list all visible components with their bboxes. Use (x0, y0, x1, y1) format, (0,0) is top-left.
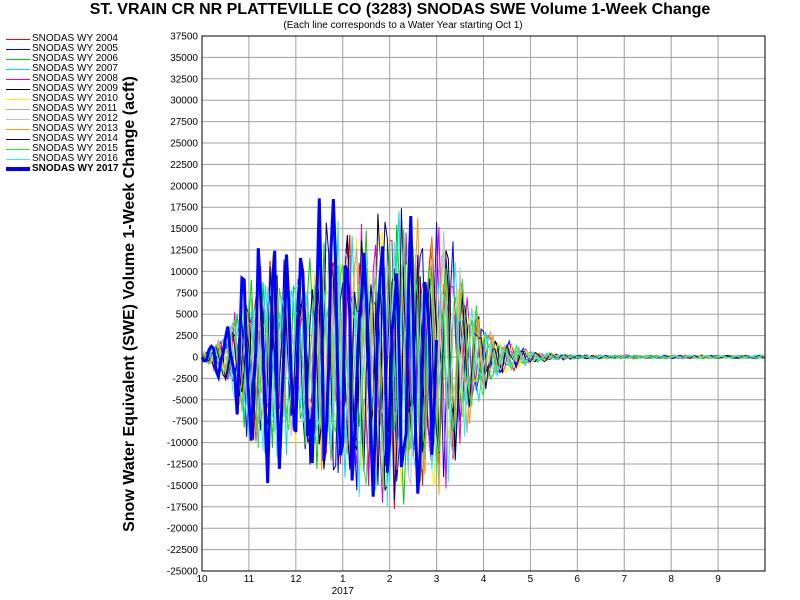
y-tick-label: -22500 (167, 545, 199, 556)
y-tick-label: -2500 (172, 374, 198, 385)
y-tick-label: -12500 (167, 460, 199, 471)
y-tick-label: 5000 (176, 310, 199, 321)
legend-swatch (6, 39, 30, 40)
legend-label: SNODAS WY 2014 (32, 133, 118, 144)
legend-label: SNODAS WY 2015 (32, 143, 118, 154)
series-line (201, 208, 766, 501)
legend-swatch (6, 109, 30, 110)
legend-swatch (6, 89, 30, 90)
legend-item: SNODAS WY 2015 (6, 144, 136, 154)
legend-label: SNODAS WY 2006 (32, 53, 118, 64)
x-tick-labels: 10 11 12 1 2 3 4 5 6 7 8 9 (196, 574, 721, 585)
series-line (200, 198, 439, 497)
legend-item: SNODAS WY 2004 (6, 34, 136, 44)
x-year-label: 2017 (332, 586, 355, 597)
y-tick-label: -20000 (167, 524, 199, 535)
x-tick-label: 3 (434, 574, 440, 585)
y-tick-label: 17500 (170, 203, 198, 214)
legend-item: SNODAS WY 2013 (6, 124, 136, 134)
y-tick-label: 7500 (176, 288, 199, 299)
y-tick-label: -7500 (172, 417, 198, 428)
legend-label: SNODAS WY 2005 (32, 43, 118, 54)
legend-item: SNODAS WY 2009 (6, 84, 136, 94)
y-tick-label: 15000 (170, 224, 198, 235)
legend-swatch (6, 69, 30, 70)
y-tick-label: 2500 (176, 331, 199, 342)
x-tick-label: 9 (715, 574, 721, 585)
legend-label: SNODAS WY 2013 (32, 123, 118, 134)
y-tick-label: 37500 (170, 32, 198, 43)
legend-item: SNODAS WY 2012 (6, 114, 136, 124)
x-tick-label: 8 (668, 574, 674, 585)
x-tick-label: 5 (528, 574, 534, 585)
legend-item: SNODAS WY 2010 (6, 94, 136, 104)
y-tick-label: 20000 (170, 181, 198, 192)
series-line (201, 217, 766, 495)
y-tick-label: 12500 (170, 246, 198, 257)
legend-label: SNODAS WY 2009 (32, 83, 118, 94)
y-tick-label: 22500 (170, 160, 198, 171)
y-tick-label: 32500 (170, 74, 198, 85)
legend-item: SNODAS WY 2014 (6, 134, 136, 144)
x-tick-label: 12 (290, 574, 302, 585)
legend: SNODAS WY 2004 SNODAS WY 2005 SNODAS WY 20… (6, 34, 136, 174)
legend-label: SNODAS WY 2008 (32, 73, 118, 84)
x-tick-label: 1 (340, 574, 346, 585)
y-tick-label: 25000 (170, 139, 198, 150)
x-tick-label: 2 (387, 574, 393, 585)
legend-item: SNODAS WY 2007 (6, 64, 136, 74)
y-tick-label: 35000 (170, 53, 198, 64)
legend-item: SNODAS WY 2008 (6, 74, 136, 84)
x-tick-label: 6 (575, 574, 581, 585)
y-tick-label: 10000 (170, 267, 198, 278)
series-line (201, 228, 766, 488)
legend-label: SNODAS WY 2007 (32, 63, 118, 74)
legend-label: SNODAS WY 2016 (32, 153, 118, 164)
legend-item: SNODAS WY 2011 (6, 104, 136, 114)
legend-swatch (6, 167, 30, 171)
x-tick-label: 4 (481, 574, 487, 585)
x-tick-label: 11 (244, 574, 255, 585)
chart-subtitle: (Each line corresponds to a Water Year s… (283, 20, 523, 31)
plot-frame (201, 35, 766, 572)
legend-label: SNODAS WY 2010 (32, 93, 118, 104)
legend-swatch (6, 139, 30, 140)
legend-label: SNODAS WY 2004 (32, 33, 118, 44)
legend-item: SNODAS WY 2006 (6, 54, 136, 64)
legend-label: SNODAS WY 2017 (32, 163, 119, 174)
y-tick-label: -5000 (172, 395, 198, 406)
legend-swatch (6, 49, 30, 50)
legend-swatch (6, 59, 30, 60)
y-tick-label: -10000 (167, 438, 199, 449)
legend-item: SNODAS WY 2005 (6, 44, 136, 54)
x-tick-label: 7 (621, 574, 627, 585)
legend-swatch (6, 119, 30, 120)
y-tick-label: 30000 (170, 96, 198, 107)
y-tick-label: -17500 (167, 502, 199, 513)
y-tick-label: -25000 (167, 567, 199, 578)
series-line (201, 220, 766, 508)
y-tick-label: 0 (192, 353, 198, 364)
series-lines (200, 198, 766, 510)
legend-swatch (6, 129, 30, 130)
legend-label: SNODAS WY 2012 (32, 113, 118, 124)
y-tick-labels: 3750035000325003000027500250002250020000… (167, 32, 199, 578)
legend-swatch (6, 79, 30, 80)
y-tick-label: -15000 (167, 481, 199, 492)
y-tick-label: 27500 (170, 117, 198, 128)
x-tick-label: 10 (196, 574, 208, 585)
legend-item: SNODAS WY 2016 (6, 154, 136, 164)
chart-title: ST. VRAIN CR NR PLATTEVILLE CO (3283) SN… (89, 1, 711, 18)
legend-label: SNODAS WY 2011 (32, 103, 118, 114)
legend-item: SNODAS WY 2017 (6, 164, 136, 174)
legend-swatch (6, 159, 30, 160)
legend-swatch (6, 99, 30, 100)
legend-swatch (6, 149, 30, 150)
